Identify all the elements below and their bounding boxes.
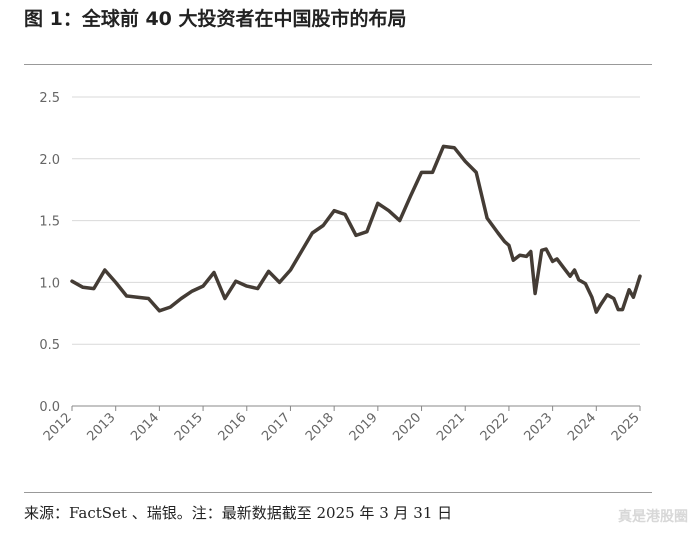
x-tick-label: 2015 <box>172 410 206 444</box>
x-tick-label: 2021 <box>434 410 468 444</box>
line-chart: 0.00.51.01.52.02.5 2012 2013 2014 2015 2016 2… <box>39 91 643 444</box>
watermark-text: 真是港股圈 <box>618 509 688 525</box>
chart-title: 图 1：全球前 40 大投资者在中国股市的布局 <box>24 8 407 30</box>
bottom-rule <box>24 492 652 493</box>
x-tick-label: 2024 <box>565 410 599 444</box>
y-tick-label: 0.0 <box>39 400 60 415</box>
x-tick-label: 2022 <box>478 410 512 444</box>
y-tick-label: 1.0 <box>39 276 60 291</box>
x-tick-label: 2014 <box>128 410 162 444</box>
x-tick-label: 2019 <box>347 410 381 444</box>
y-tick-labels: 0.0 0.5 1.0 1.5 2.0 2.5 <box>39 91 60 415</box>
y-tick-label: 1.5 <box>39 215 60 230</box>
x-tick-label: 2012 <box>41 410 75 444</box>
series-line-0 <box>70 144 642 314</box>
y-tick-label: 2.0 <box>39 153 60 168</box>
x-tick-label: 2013 <box>85 410 119 444</box>
y-tick-label: 2.5 <box>39 91 60 106</box>
y-tick-label: 0.5 <box>39 338 60 353</box>
top-rule <box>24 64 652 65</box>
series-layer <box>70 144 642 314</box>
x-tick-label: 2025 <box>609 410 643 444</box>
x-tick-labels: 2012 2013 2014 2015 2016 2017 2018 2019 2020 2021… <box>41 410 643 444</box>
grid-lines <box>72 96 640 345</box>
x-tick-label: 2017 <box>259 410 293 444</box>
x-tick-label: 2023 <box>521 410 555 444</box>
x-tick-label: 2018 <box>303 410 337 444</box>
source-note: 来源：FactSet 、瑞银。注：最新数据截至 2025 年 3 月 31 日 <box>24 504 453 522</box>
x-axis <box>71 405 641 411</box>
x-tick-label: 2020 <box>390 410 424 444</box>
x-tick-label: 2016 <box>216 410 250 444</box>
